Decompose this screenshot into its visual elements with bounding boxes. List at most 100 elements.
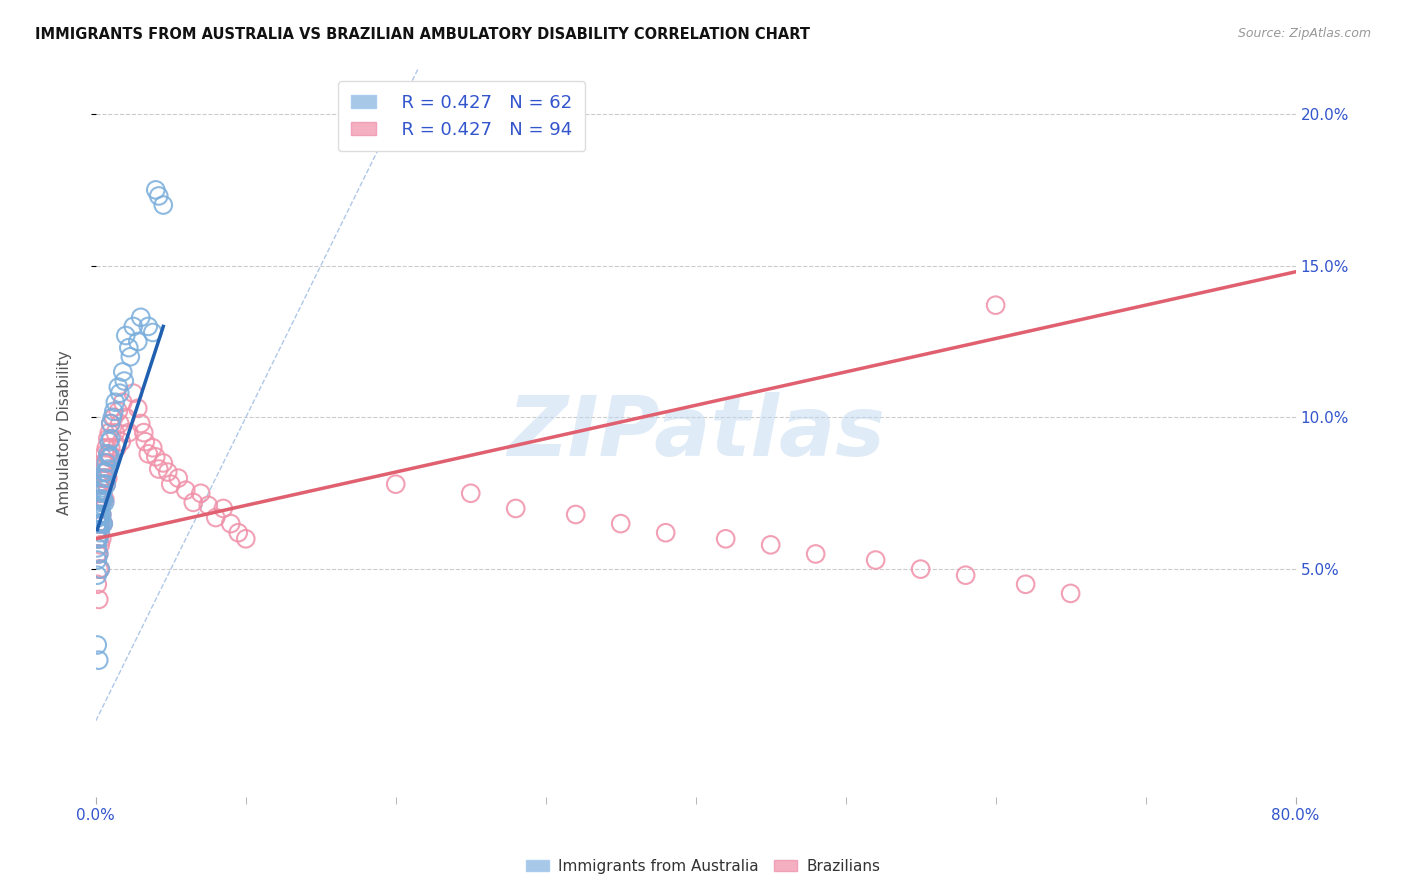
Point — [654, 525, 676, 540]
Point — [89, 508, 111, 522]
Point — [94, 495, 117, 509]
Point — [134, 434, 156, 449]
Point — [100, 450, 122, 464]
Point — [94, 447, 117, 461]
Point — [865, 553, 887, 567]
Point — [96, 477, 118, 491]
Point — [226, 525, 249, 540]
Point — [955, 568, 977, 582]
Point — [460, 486, 482, 500]
Point — [103, 404, 125, 418]
Point — [87, 508, 110, 522]
Point — [97, 450, 120, 464]
Point — [89, 492, 111, 507]
Point — [89, 562, 111, 576]
Point — [984, 298, 1007, 312]
Point — [152, 456, 174, 470]
Point — [94, 471, 117, 485]
Point — [90, 492, 112, 507]
Point — [122, 386, 145, 401]
Point — [111, 365, 134, 379]
Point — [87, 653, 110, 667]
Point — [97, 447, 120, 461]
Point — [86, 541, 108, 555]
Point — [152, 198, 174, 212]
Point — [97, 432, 120, 446]
Point — [91, 516, 114, 531]
Point — [90, 508, 112, 522]
Point — [156, 465, 179, 479]
Point — [89, 486, 111, 500]
Point — [91, 483, 114, 498]
Point — [197, 499, 219, 513]
Point — [100, 432, 122, 446]
Point — [384, 477, 406, 491]
Point — [90, 492, 112, 507]
Point — [96, 456, 118, 470]
Point — [90, 477, 112, 491]
Point — [609, 516, 631, 531]
Point — [90, 465, 112, 479]
Point — [87, 532, 110, 546]
Point — [136, 319, 159, 334]
Point — [98, 450, 121, 464]
Point — [87, 501, 110, 516]
Point — [89, 516, 111, 531]
Point — [96, 477, 118, 491]
Point — [87, 547, 110, 561]
Point — [89, 562, 111, 576]
Point — [91, 477, 114, 491]
Point — [105, 441, 128, 455]
Point — [91, 456, 114, 470]
Point — [122, 319, 145, 334]
Point — [129, 417, 152, 431]
Point — [97, 462, 120, 476]
Point — [89, 477, 111, 491]
Point — [107, 404, 129, 418]
Point — [148, 189, 170, 203]
Point — [87, 562, 110, 576]
Point — [94, 465, 117, 479]
Point — [111, 395, 134, 409]
Text: IMMIGRANTS FROM AUSTRALIA VS BRAZILIAN AMBULATORY DISABILITY CORRELATION CHART: IMMIGRANTS FROM AUSTRALIA VS BRAZILIAN A… — [35, 27, 810, 42]
Point — [714, 532, 737, 546]
Point — [108, 386, 131, 401]
Point — [505, 501, 527, 516]
Point — [564, 508, 586, 522]
Point — [1059, 586, 1081, 600]
Point — [87, 592, 110, 607]
Point — [91, 465, 114, 479]
Point — [87, 532, 110, 546]
Point — [127, 334, 149, 349]
Point — [90, 486, 112, 500]
Point — [89, 501, 111, 516]
Point — [96, 465, 118, 479]
Point — [91, 492, 114, 507]
Point — [86, 532, 108, 546]
Text: Source: ZipAtlas.com: Source: ZipAtlas.com — [1237, 27, 1371, 40]
Point — [96, 456, 118, 470]
Text: ZIPatlas: ZIPatlas — [506, 392, 884, 473]
Point — [114, 410, 136, 425]
Point — [120, 350, 142, 364]
Point — [142, 441, 165, 455]
Point — [87, 547, 110, 561]
Point — [86, 501, 108, 516]
Point — [110, 434, 132, 449]
Point — [94, 492, 117, 507]
Point — [97, 471, 120, 485]
Point — [174, 483, 197, 498]
Point — [129, 310, 152, 325]
Point — [98, 425, 121, 440]
Point — [1014, 577, 1036, 591]
Point — [118, 341, 141, 355]
Point — [89, 538, 111, 552]
Point — [90, 471, 112, 485]
Point — [86, 486, 108, 500]
Point — [86, 523, 108, 537]
Point — [112, 374, 135, 388]
Point — [90, 532, 112, 546]
Point — [108, 417, 131, 431]
Point — [145, 450, 167, 464]
Point — [86, 553, 108, 567]
